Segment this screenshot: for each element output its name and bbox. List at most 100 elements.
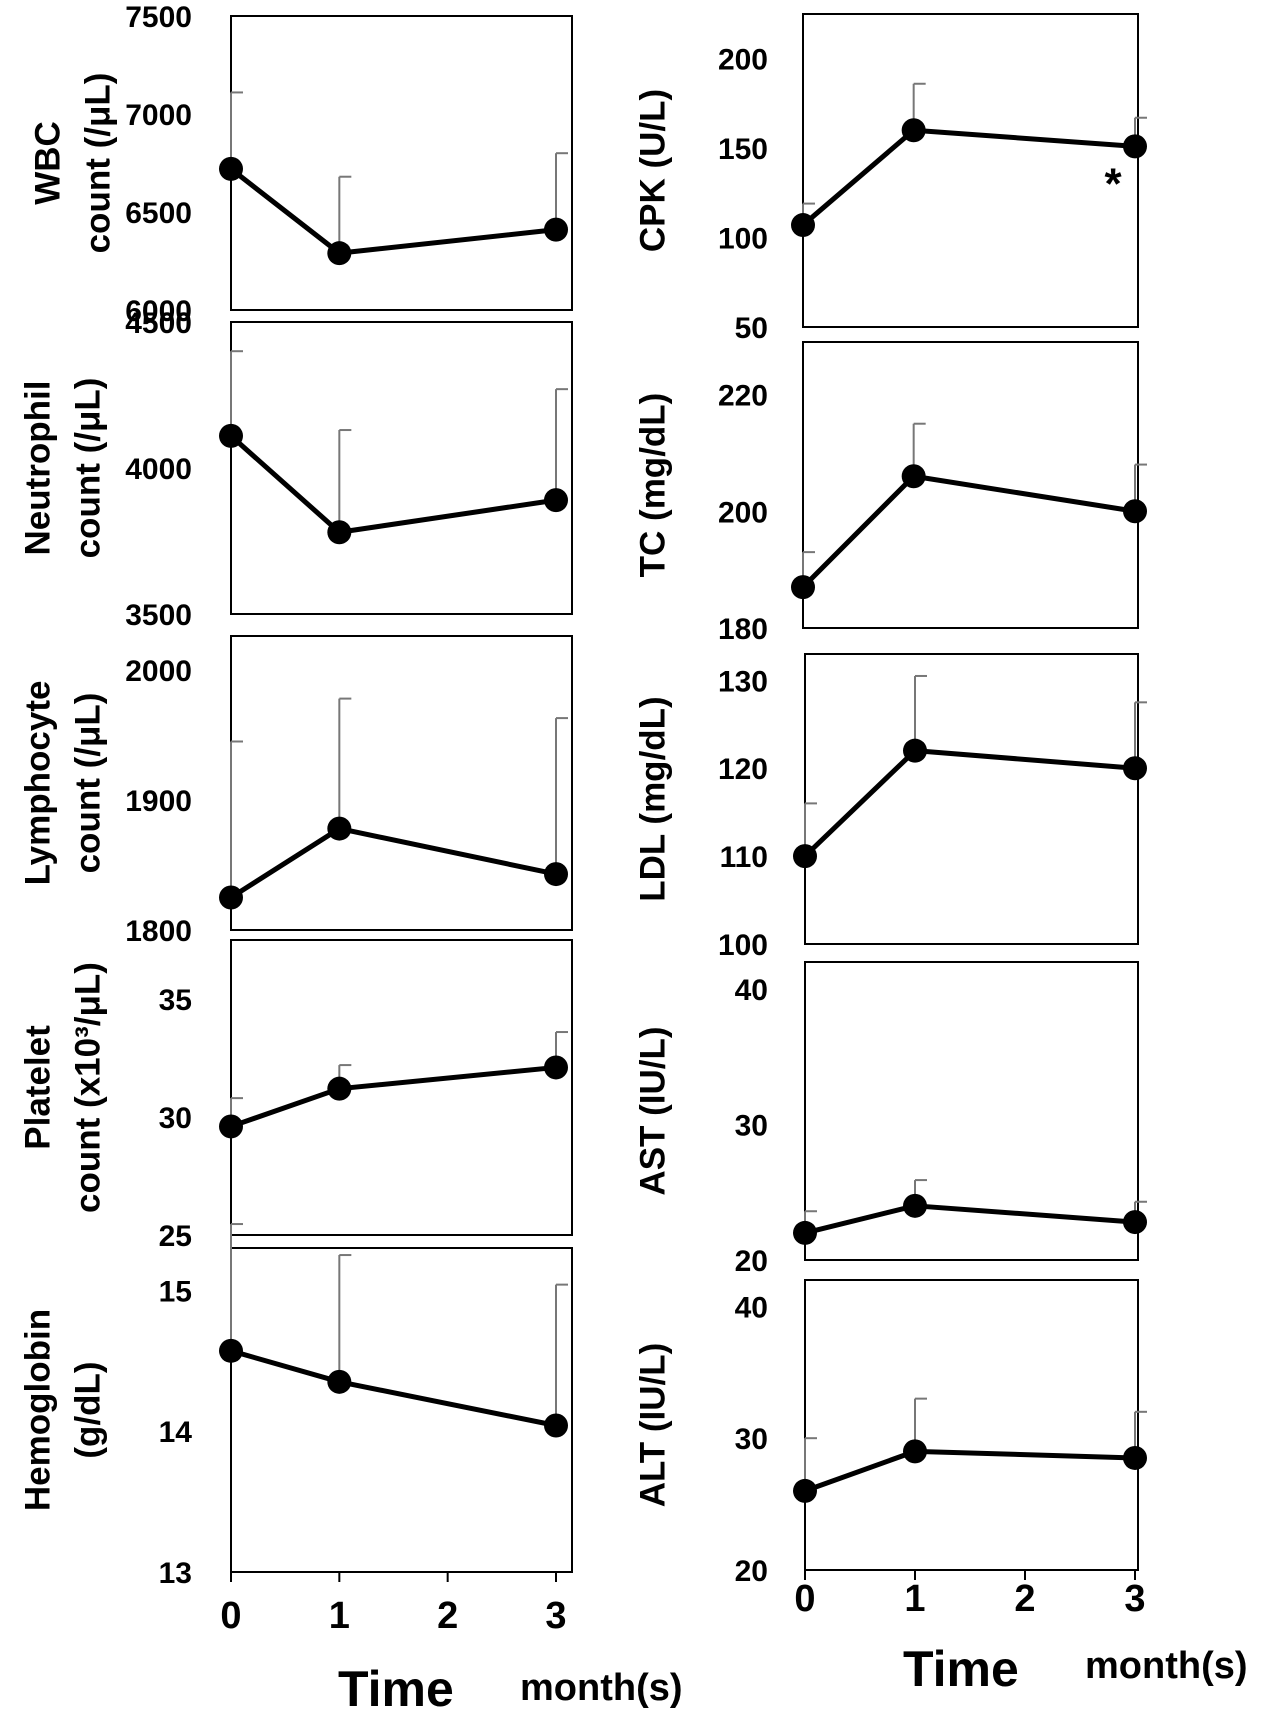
- series-line: [230, 1348, 557, 1428]
- series-line: [804, 1448, 1136, 1494]
- right-x-title: Time: [903, 1641, 1019, 1697]
- data-point: [1123, 134, 1147, 159]
- y-tick-label: 7000: [125, 99, 192, 132]
- y-tick-label: 120: [718, 753, 768, 786]
- y-tick-label: 30: [735, 1110, 768, 1143]
- y-tick-label: 20: [735, 1555, 768, 1588]
- right-x-unit: month(s): [1085, 1645, 1248, 1687]
- plot-frame: [802, 341, 1139, 629]
- data-point: [327, 1076, 352, 1101]
- data-point: [1123, 1445, 1147, 1470]
- y-axis-label: Neutrophil: [18, 381, 57, 556]
- panel-10: 20 30 40 ALT (IU/L) 0 1 2 3: [633, 1279, 1147, 1620]
- x-tick-label: 3: [545, 1595, 566, 1637]
- y-axis-label: (g/dL): [68, 1361, 107, 1458]
- data-point: [219, 1338, 243, 1363]
- data-point: [327, 520, 352, 545]
- plot-frame: [802, 13, 1139, 328]
- y-tick-label: 110: [720, 841, 768, 874]
- panel-8: 100 110 120 130 LDL (mg/dL): [633, 653, 1147, 962]
- y-tick-label: 50: [735, 312, 768, 345]
- plot-frame: [230, 321, 573, 615]
- y-tick-label: 200: [718, 496, 768, 529]
- y-tick-label: 13: [159, 1557, 192, 1590]
- data-point: [544, 488, 568, 513]
- plot-frame: [230, 1247, 573, 1573]
- data-point: [219, 885, 243, 910]
- series-line: [801, 473, 1136, 589]
- panel-4: 25 30 35 Platelet count (x10³/μL): [18, 939, 573, 1253]
- data-point: [793, 1220, 817, 1245]
- y-tick-label: 100: [718, 223, 768, 256]
- plot-frame: [230, 939, 573, 1236]
- data-point: [544, 1413, 568, 1438]
- y-axis-label: count (/μL): [78, 73, 117, 254]
- y-axis-label: CPK (U/L): [633, 89, 672, 252]
- series-line: [803, 748, 1136, 858]
- y-axis-label: ALT (IU/L): [633, 1343, 672, 1508]
- x-tick-label: 0: [220, 1595, 241, 1637]
- y-tick-label: 100: [718, 929, 768, 962]
- plot-frame: [804, 961, 1139, 1261]
- y-axis-label: count (/μL): [68, 693, 107, 874]
- y-axis-label: Platelet: [18, 1025, 57, 1150]
- y-tick-label: 150: [718, 133, 768, 166]
- y-tick-label: 15: [159, 1275, 192, 1308]
- plot-frame: [230, 15, 573, 311]
- data-point: [544, 1055, 568, 1080]
- y-axis-label: Lymphocyte: [18, 681, 57, 886]
- y-tick-label: 40: [735, 974, 768, 1007]
- y-tick-label: 4000: [125, 453, 192, 486]
- y-tick-label: 14: [159, 1416, 193, 1449]
- data-point: [901, 118, 926, 143]
- data-point: [1123, 499, 1147, 524]
- left-x-title: Time: [338, 1661, 454, 1711]
- data-point: [327, 816, 352, 841]
- data-point: [793, 844, 817, 869]
- y-axis-label: WBC: [28, 121, 67, 205]
- y-tick-label: 2000: [125, 655, 192, 688]
- data-point: [901, 464, 926, 489]
- y-tick-label: 6500: [125, 197, 192, 230]
- panel-2: 3500 4000 4500 Neutrophil count (/μL): [18, 307, 573, 632]
- y-tick-label: 25: [159, 1220, 192, 1253]
- y-tick-label: 200: [718, 44, 768, 77]
- data-point: [327, 241, 352, 266]
- y-tick-label: 40: [735, 1291, 768, 1324]
- data-point: [1123, 756, 1147, 781]
- plot-frame: [804, 1279, 1139, 1571]
- data-point: [903, 738, 927, 763]
- panel-3: 1800 1900 2000 Lymphocyte count (/μL): [18, 635, 573, 948]
- series-line: [229, 166, 557, 256]
- data-point: [544, 862, 568, 887]
- y-axis-label: AST (IU/L): [633, 1026, 672, 1195]
- plot-frame: [230, 635, 573, 931]
- y-tick-label: 3500: [125, 599, 192, 632]
- series-line: [230, 1064, 557, 1129]
- data-point: [903, 1439, 927, 1464]
- x-tick-label: 1: [329, 1595, 350, 1637]
- data-point: [327, 1369, 352, 1394]
- y-tick-label: 1900: [125, 785, 192, 818]
- y-tick-label: 130: [718, 665, 768, 698]
- data-point: [903, 1193, 927, 1218]
- y-tick-label: 4500: [125, 307, 192, 340]
- y-tick-label: 180: [718, 613, 768, 646]
- y-axis-label: Hemoglobin: [18, 1309, 57, 1511]
- data-point: [219, 423, 243, 448]
- y-tick-label: 7500: [125, 1, 192, 34]
- y-tick-label: 30: [159, 1102, 192, 1135]
- plot-frame: [804, 653, 1139, 945]
- data-point: [1123, 1210, 1147, 1235]
- x-tick-label: 2: [437, 1595, 458, 1637]
- series-line: [801, 127, 1136, 227]
- y-tick-label: 1800: [125, 915, 192, 948]
- y-axis-label: LDL (mg/dL): [633, 696, 672, 901]
- data-point: [791, 575, 815, 600]
- x-tick-label: 1: [904, 1578, 925, 1620]
- panel-5: 13 14 15 Hemoglobin (g/dL) 0 1 2 3: [18, 1223, 573, 1637]
- data-point: [544, 217, 568, 242]
- y-tick-label: 35: [159, 984, 192, 1017]
